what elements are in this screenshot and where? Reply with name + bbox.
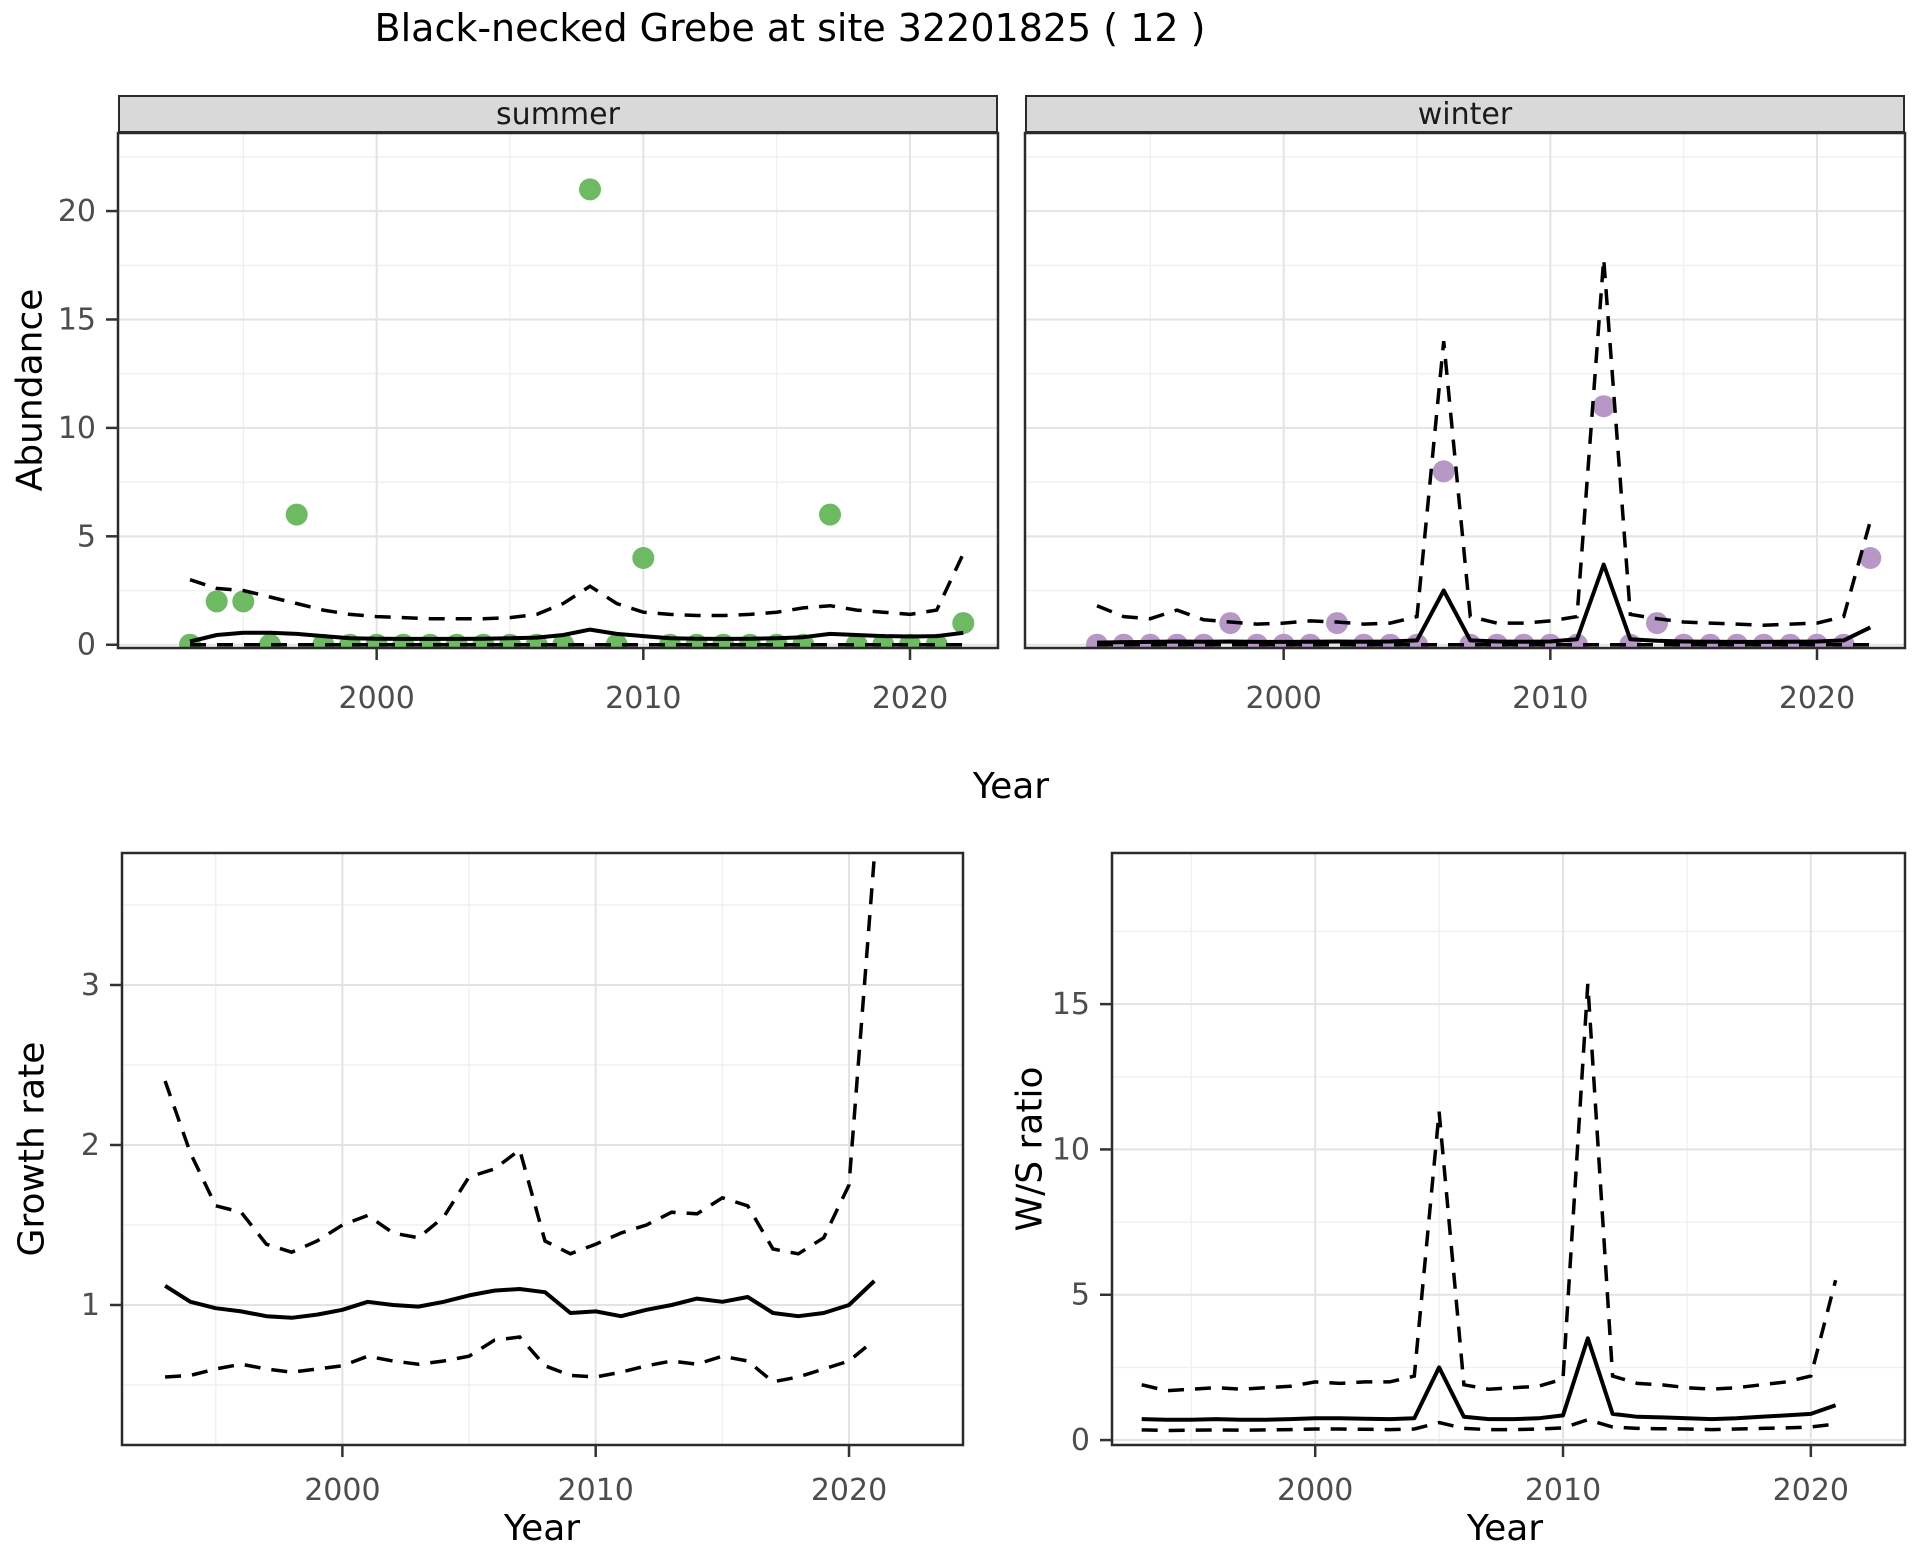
y-tick-label: 1	[81, 1288, 100, 1323]
y-tick-label: 15	[58, 302, 96, 337]
y-tick-label: 0	[77, 628, 96, 663]
x-tick-label: 2010	[558, 1473, 634, 1508]
y-tick-label: 15	[1052, 987, 1090, 1022]
y-tick-label: 3	[81, 968, 100, 1003]
series-layer-growth-rate	[163, 856, 877, 1384]
y-tick-label: 10	[58, 411, 96, 446]
data-point	[232, 590, 255, 613]
bottom-left-year-axis-title: Year	[503, 1508, 581, 1549]
panel-border	[116, 131, 1000, 650]
data-point	[819, 503, 841, 526]
abundance-axis-title: Abundance	[9, 288, 51, 492]
x-tick-label: 2020	[872, 681, 948, 716]
data-point	[579, 178, 601, 201]
x-tick-label: 2000	[1277, 1473, 1353, 1508]
data-point	[205, 590, 228, 613]
panel-background	[122, 853, 963, 1445]
upper-ci-line	[163, 856, 877, 1256]
y-tick-label: 5	[77, 519, 96, 554]
growth-rate-axis-title: Growth rate	[11, 1041, 53, 1257]
data-point	[1646, 612, 1668, 635]
x-tick-label: 2000	[338, 681, 414, 716]
lower-ci-line	[1141, 1417, 1836, 1433]
panel-abundance-winter: 2000 2010 2020	[1023, 131, 1907, 716]
lower-ci-line	[164, 1335, 876, 1384]
facet-strip-winter: winter	[1025, 95, 1905, 133]
series-layer-abundance-summer	[179, 178, 975, 648]
facet-label-summer: summer	[496, 96, 620, 132]
data-point	[1432, 460, 1455, 483]
panel-growth-rate: 2000 2010 2020 1 2 3	[81, 851, 965, 1508]
ws-ratio-axis-title: W/S ratio	[1009, 1066, 1051, 1232]
upper-ci-line	[189, 552, 965, 621]
y-tick-label: 2	[81, 1128, 100, 1163]
y-tick-label: 20	[58, 194, 96, 229]
data-point	[632, 547, 655, 569]
facet-label-winter: winter	[1417, 96, 1513, 132]
x-tick-label: 2010	[1512, 681, 1588, 716]
x-tick-label: 2000	[304, 1473, 380, 1508]
bottom-right-year-axis-title: Year	[1466, 1508, 1544, 1549]
fit-line	[189, 627, 964, 644]
x-tick-label: 2020	[1779, 681, 1855, 716]
x-tick-label: 2000	[1245, 681, 1321, 716]
y-tick-label: 0	[1071, 1423, 1090, 1458]
series-layer-ws-ratio	[1141, 983, 1838, 1433]
panel-border	[1023, 131, 1907, 650]
panel-border	[120, 851, 965, 1447]
top-year-axis-title: Year	[972, 766, 1050, 807]
fit-line	[164, 1279, 876, 1320]
data-point	[952, 612, 975, 635]
chart-title: Black-necked Grebe at site 32201825 ( 12…	[374, 6, 1206, 50]
upper-ci-line	[1096, 258, 1872, 627]
fit-line	[1096, 562, 1872, 645]
facet-strip-summer: summer	[118, 95, 998, 133]
data-point	[1592, 395, 1615, 418]
data-point	[1859, 547, 1882, 569]
upper-ci-line	[1141, 983, 1838, 1393]
fit-line	[1141, 1336, 1837, 1422]
panel-abundance-summer: 2000 2010 2020 0 5 10 15 20	[58, 131, 1000, 716]
data-point	[285, 503, 308, 526]
panel-ws-ratio: 2000 2010 2020 0 5 10 15	[1052, 851, 1907, 1508]
y-tick-label: 5	[1071, 1278, 1090, 1313]
panel-background	[118, 133, 998, 648]
x-tick-label: 2010	[605, 681, 681, 716]
x-tick-label: 2020	[811, 1473, 887, 1508]
y-tick-label: 10	[1052, 1132, 1090, 1167]
x-tick-label: 2010	[1525, 1473, 1601, 1508]
series-layer-abundance-winter	[1086, 258, 1882, 648]
x-tick-label: 2020	[1773, 1473, 1849, 1508]
